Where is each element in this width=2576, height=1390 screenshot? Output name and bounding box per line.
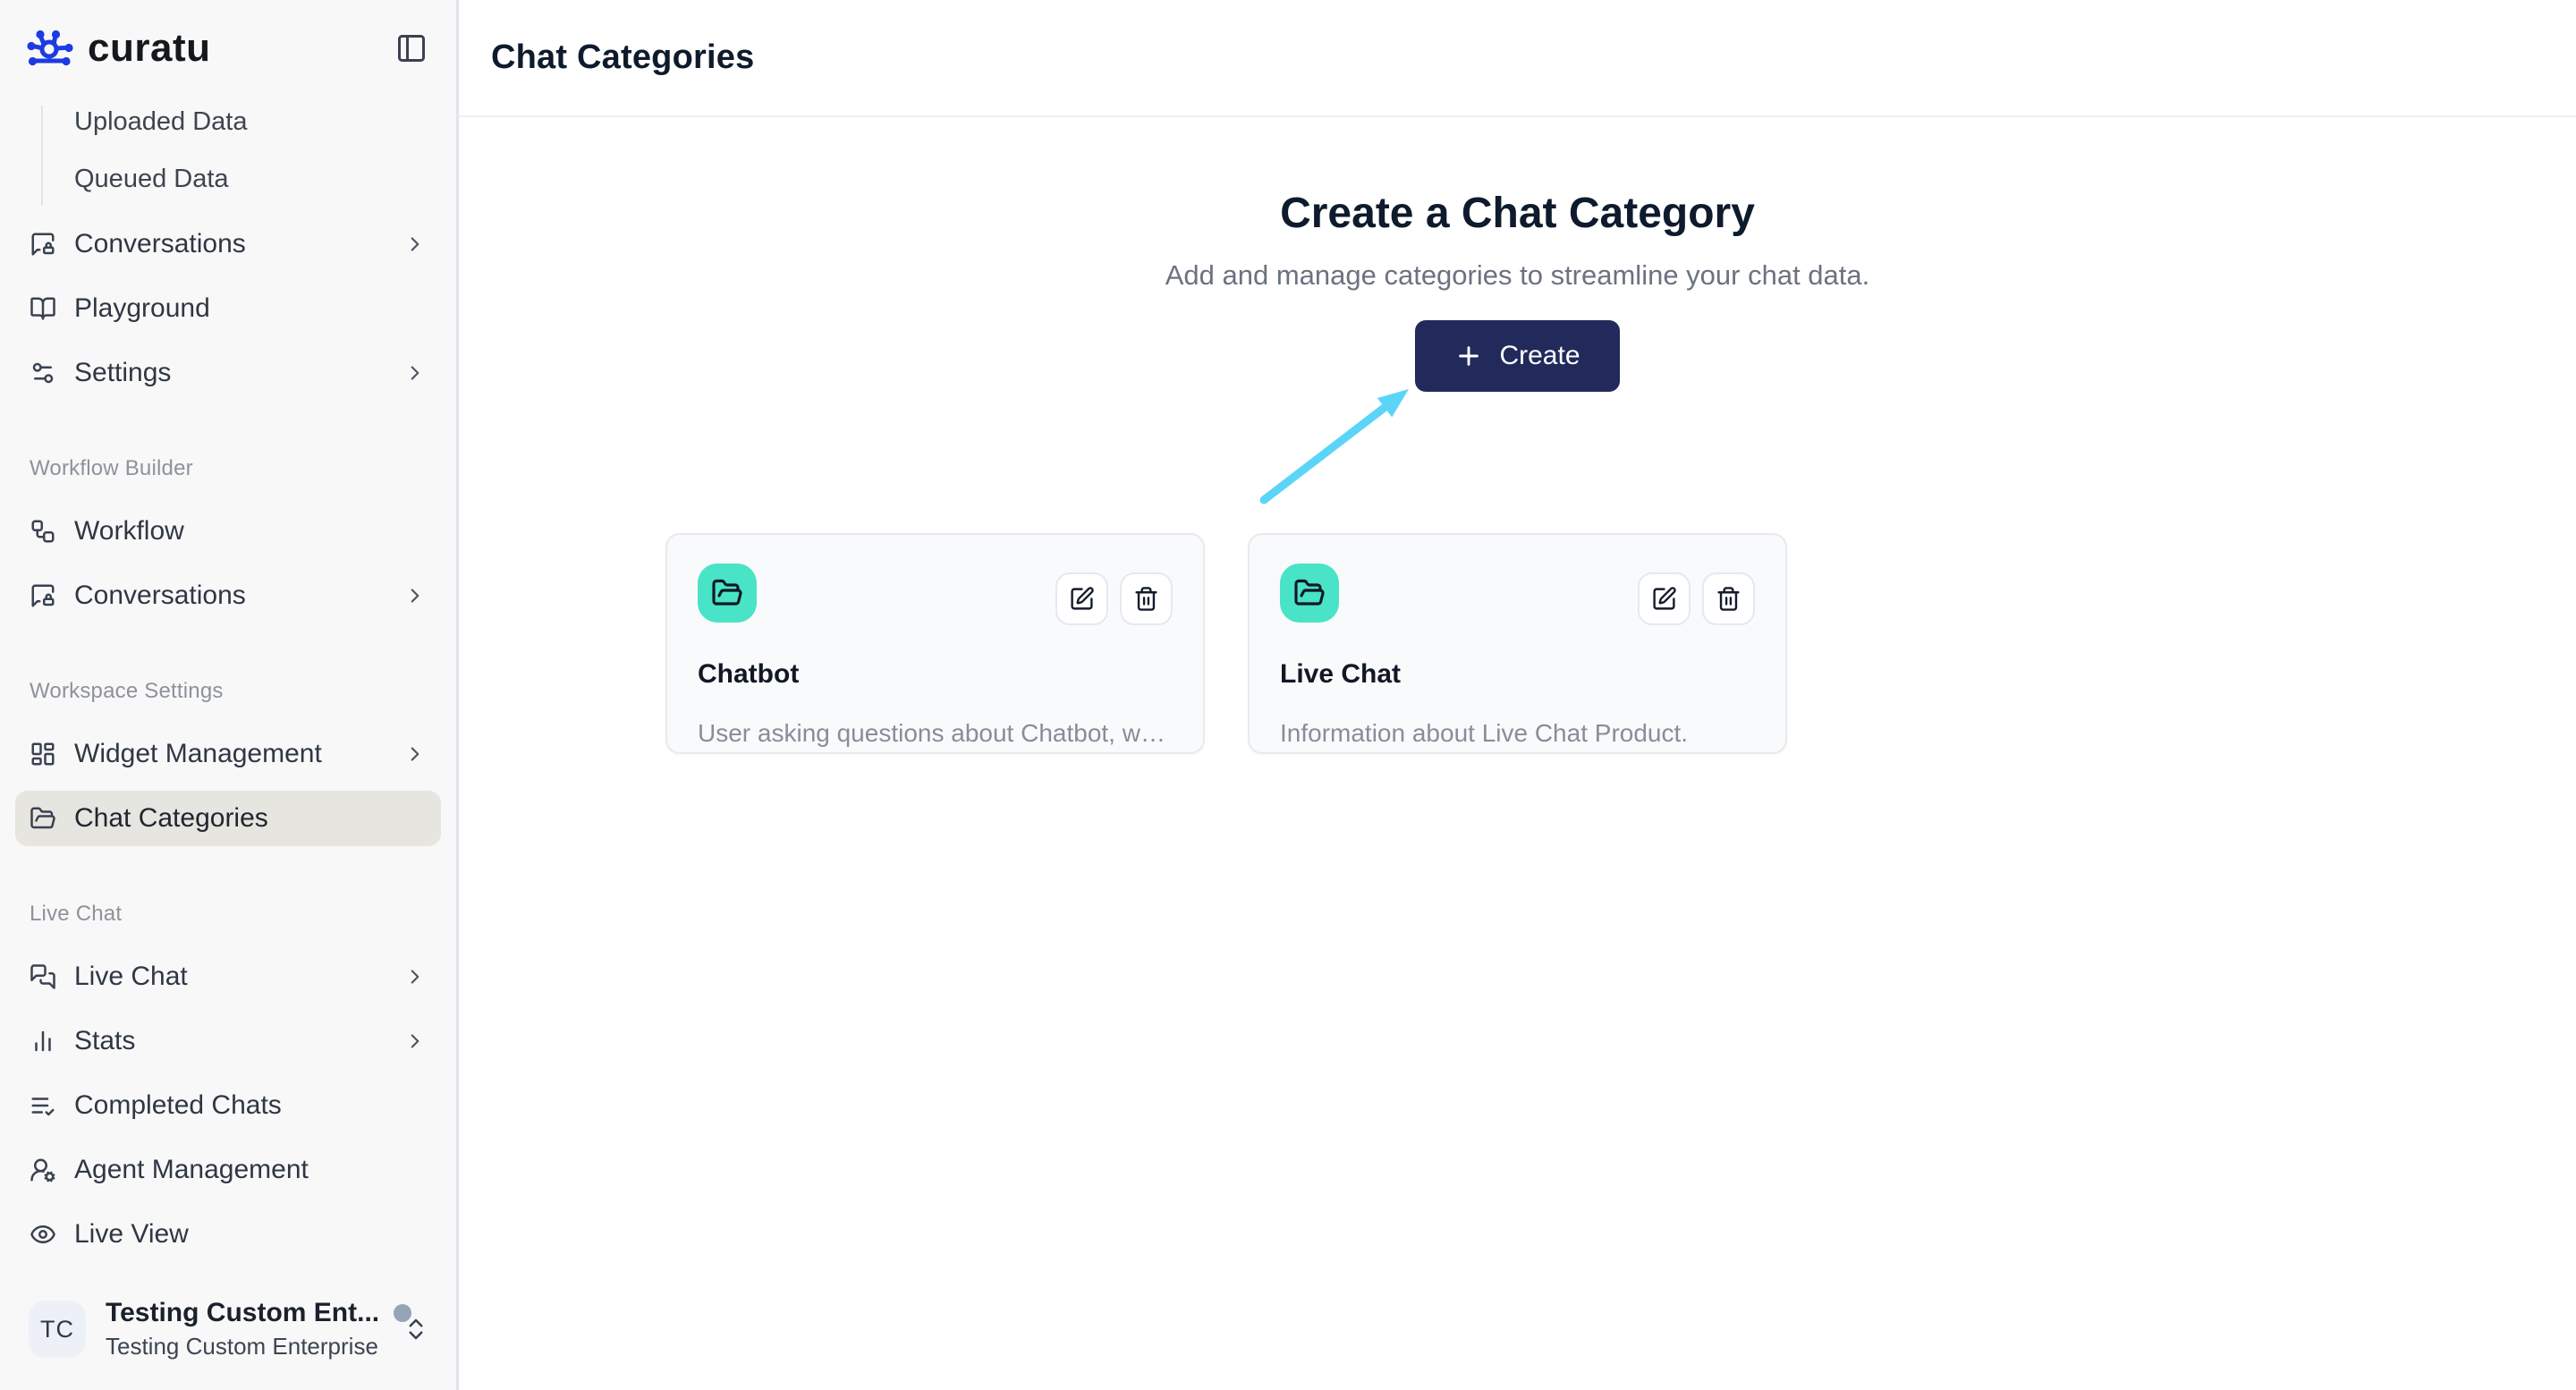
sidebar-item-chat-categories[interactable]: Chat Categories xyxy=(15,791,441,846)
sidebar-item-label: Queued Data xyxy=(74,164,229,193)
page-header: Chat Categories xyxy=(459,0,2576,117)
sidebar-item-conversations[interactable]: Conversations xyxy=(15,216,441,272)
brand-logo-icon xyxy=(27,30,73,66)
panel-left-icon xyxy=(398,35,425,62)
category-title: Chatbot xyxy=(698,659,800,689)
layout-dashboard-icon xyxy=(30,741,56,767)
list-check-icon xyxy=(30,1092,56,1119)
sidebar-item-queued-data[interactable]: Queued Data xyxy=(42,154,441,204)
brand-wordmark: curatu xyxy=(88,26,211,70)
sidebar-item-label: Widget Management xyxy=(74,739,322,768)
category-description: User asking questions about Chatbot, wha… xyxy=(698,719,1173,747)
sliders-icon xyxy=(30,360,56,386)
create-category-button[interactable]: Create xyxy=(1415,320,1620,392)
sidebar-nav: Uploaded Data Queued Data Conversations … xyxy=(0,97,456,1281)
sidebar-item-label: Conversations xyxy=(74,229,246,259)
square-pen-icon xyxy=(1071,587,1094,610)
brand-logo[interactable]: curatu xyxy=(27,26,210,71)
chevrons-up-down-icon[interactable] xyxy=(402,1316,429,1343)
sidebar-item-completed-chats[interactable]: Completed Chats xyxy=(15,1078,441,1133)
edit-category-button[interactable] xyxy=(1055,572,1108,625)
message-square-lock-icon xyxy=(30,582,56,609)
sidebar-item-label: Playground xyxy=(74,293,210,323)
sidebar-item-label: Workflow xyxy=(74,516,184,546)
message-square-lock-icon xyxy=(30,231,56,258)
sidebar-item-live-view[interactable]: Live View xyxy=(15,1207,441,1262)
workspace-name: Testing Custom Ent... xyxy=(106,1298,380,1327)
category-tile xyxy=(1280,564,1339,623)
avatar: TC xyxy=(29,1301,86,1358)
user-cog-icon xyxy=(30,1157,56,1183)
create-button-label: Create xyxy=(1499,341,1580,370)
category-card-live-chat: Live Chat Information about Live Chat Pr… xyxy=(1248,533,1787,754)
folder-open-icon xyxy=(30,805,56,832)
delete-category-button[interactable] xyxy=(1120,572,1173,625)
main-area: Chat Categories Create a Chat Category A… xyxy=(459,0,2576,1390)
sidebar: curatu Uploaded Data Queued Data Convers… xyxy=(0,0,459,1390)
hero-title: Create a Chat Category xyxy=(1280,190,1755,237)
sidebar-item-agent-management[interactable]: Agent Management xyxy=(15,1142,441,1198)
category-title: Live Chat xyxy=(1280,659,1402,689)
edit-category-button[interactable] xyxy=(1638,572,1690,625)
plus-icon xyxy=(1454,342,1483,370)
sidebar-item-live-chat[interactable]: Live Chat xyxy=(15,949,441,1004)
delete-category-button[interactable] xyxy=(1702,572,1755,625)
sidebar-item-stats[interactable]: Stats xyxy=(15,1013,441,1069)
eye-icon xyxy=(30,1221,56,1248)
hero-subtitle: Add and manage categories to streamline … xyxy=(1165,259,1870,291)
folder-open-icon xyxy=(1294,579,1325,606)
category-tile xyxy=(698,564,757,623)
trash-icon xyxy=(1135,587,1157,611)
chevron-right-icon xyxy=(403,233,427,256)
sidebar-item-conversations-workflow[interactable]: Conversations xyxy=(15,568,441,623)
workspace-meta: Testing Custom Ent... Testing Custom Ent… xyxy=(106,1298,412,1360)
workspace-switcher[interactable]: TC Testing Custom Ent... Testing Custom … xyxy=(0,1281,456,1390)
sidebar-item-label: Conversations xyxy=(74,581,246,610)
sidebar-item-label: Stats xyxy=(74,1026,136,1055)
sidebar-item-settings[interactable]: Settings xyxy=(15,345,441,401)
page-content: Create a Chat Category Add and manage ca… xyxy=(459,117,2576,1390)
chevron-right-icon xyxy=(403,361,427,385)
folder-open-icon xyxy=(712,579,742,606)
workspace-org: Testing Custom Enterprise xyxy=(106,1333,378,1360)
sidebar-item-workflow[interactable]: Workflow xyxy=(15,504,441,559)
sidebar-header: curatu xyxy=(0,0,456,97)
section-label-live-chat: Live Chat xyxy=(30,902,123,926)
chevron-right-icon xyxy=(403,1030,427,1053)
sidebar-toggle-button[interactable] xyxy=(395,30,431,66)
tree-indent-line xyxy=(41,106,43,206)
sidebar-item-label: Settings xyxy=(74,358,172,387)
status-dot xyxy=(394,1304,412,1322)
sidebar-item-uploaded-data[interactable]: Uploaded Data xyxy=(42,97,441,147)
sidebar-item-label: Completed Chats xyxy=(74,1090,282,1120)
sidebar-item-label: Live View xyxy=(74,1219,189,1249)
sidebar-item-playground[interactable]: Playground xyxy=(15,281,441,336)
sidebar-item-label: Agent Management xyxy=(74,1155,309,1184)
sidebar-item-widget-management[interactable]: Widget Management xyxy=(15,726,441,782)
chevron-right-icon xyxy=(403,742,427,766)
category-card-grid: Chatbot User asking questions about Chat… xyxy=(665,533,2369,754)
sidebar-item-label: Uploaded Data xyxy=(74,106,248,136)
pointer-arrow xyxy=(1244,370,1441,522)
workflow-icon xyxy=(30,518,56,545)
page-title: Chat Categories xyxy=(491,38,755,76)
book-open-icon xyxy=(30,295,56,322)
trash-icon xyxy=(1717,587,1740,611)
sidebar-item-label: Chat Categories xyxy=(74,803,268,833)
category-card-chatbot: Chatbot User asking questions about Chat… xyxy=(665,533,1205,754)
sidebar-item-label: Live Chat xyxy=(74,962,188,991)
bar-chart-icon xyxy=(30,1028,56,1055)
section-label-workflow-builder: Workflow Builder xyxy=(30,456,193,480)
chevron-right-icon xyxy=(403,965,427,988)
category-description: Information about Live Chat Product. xyxy=(1280,719,1689,747)
data-subitems-group: Uploaded Data Queued Data xyxy=(15,97,441,206)
messages-square-icon xyxy=(30,963,56,990)
chevron-right-icon xyxy=(403,584,427,607)
section-label-workspace-settings: Workspace Settings xyxy=(30,679,224,703)
square-pen-icon xyxy=(1653,587,1676,610)
